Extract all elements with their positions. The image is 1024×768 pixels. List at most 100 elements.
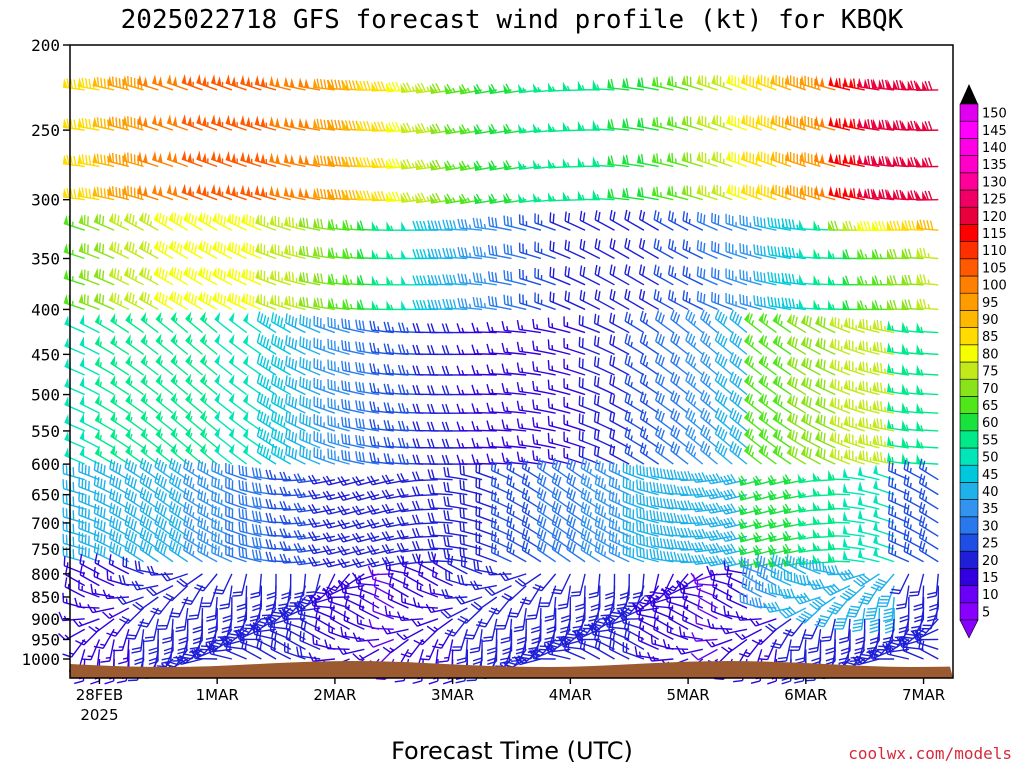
colorbar-label: 95	[982, 296, 999, 311]
y-tick-label: 400	[31, 300, 60, 319]
y-axis: 200 250 300 350 400 450 500 550 600 650 700 750 800 8…	[21, 36, 70, 669]
colorbar-label: 150	[982, 107, 1007, 122]
colorbar-cell	[959, 550, 979, 569]
y-tick-label: 1000	[21, 650, 60, 669]
colorbar-cell	[959, 275, 979, 294]
colorbar-label: 140	[982, 141, 1007, 156]
colorbar-cell	[959, 241, 979, 260]
colorbar-label: 50	[982, 451, 999, 466]
y-tick-label: 300	[31, 191, 60, 210]
colorbar-label: 85	[982, 330, 999, 345]
colorbar-label: 65	[982, 399, 999, 414]
colorbar-cell	[959, 172, 979, 191]
colorbar-label: 5	[982, 605, 990, 620]
colorbar-cell	[959, 361, 979, 380]
colorbar-cell	[959, 396, 979, 414]
y-tick-label: 200	[31, 36, 60, 55]
colorbar-cell	[959, 533, 979, 552]
terrain-surface	[70, 661, 953, 678]
colorbar-label: 125	[982, 193, 1007, 208]
y-tick-label: 350	[31, 249, 60, 268]
colorbar-label: 75	[982, 365, 999, 380]
colorbar-cell	[959, 206, 979, 225]
colorbar-label: 100	[982, 279, 1007, 294]
y-tick-label: 600	[31, 455, 60, 474]
colorbar-cell	[959, 516, 979, 535]
x-tick-label: 6MAR	[784, 686, 827, 704]
colorbar-cell	[959, 258, 979, 277]
colorbar-cell	[959, 120, 979, 139]
colorbar-cell	[959, 327, 979, 346]
wind-barbs	[58, 73, 939, 685]
colorbar-label: 30	[982, 519, 999, 534]
colorbar-label: 60	[982, 416, 999, 431]
terrain	[70, 661, 953, 678]
y-tick-label: 250	[31, 121, 60, 140]
y-tick-label: 750	[31, 540, 60, 559]
colorbar-label: 130	[982, 175, 1007, 190]
y-tick-label: 900	[31, 610, 60, 629]
credit-text: coolwx.com/models	[848, 744, 1012, 763]
colorbar-label: 70	[982, 382, 999, 397]
y-tick-label: 650	[31, 486, 60, 505]
colorbar-cell	[959, 224, 979, 242]
x-axis-title: Forecast Time (UTC)	[391, 737, 633, 765]
colorbar-cell	[959, 464, 979, 483]
x-tick-label: 28FEB	[76, 686, 123, 704]
chart-title: 2025022718 GFS forecast wind profile (kt…	[121, 5, 904, 35]
y-tick-label: 850	[31, 588, 60, 607]
y-tick-label: 550	[31, 422, 60, 441]
y-tick-label: 950	[31, 630, 60, 649]
colorbar-cell	[959, 344, 979, 363]
colorbar-label: 55	[982, 433, 999, 448]
colorbar-cell	[959, 430, 979, 449]
x-tick-label: 3MAR	[431, 686, 474, 704]
x-tick-label: 1MAR	[196, 686, 239, 704]
colorbar-label: 15	[982, 571, 999, 586]
plot-border	[69, 44, 954, 679]
colorbar-label: 25	[982, 537, 999, 552]
plot-frame	[69, 44, 954, 679]
colorbar-cell	[959, 189, 979, 208]
x-tick-label: 4MAR	[549, 686, 592, 704]
colorbar-label: 115	[982, 227, 1007, 242]
x-tick-label: 7MAR	[902, 686, 945, 704]
colorbar-cell	[959, 138, 979, 156]
colorbar-label: 20	[982, 554, 999, 569]
colorbar-label: 10	[982, 588, 999, 603]
x-tick-label: 5MAR	[667, 686, 710, 704]
y-tick-label: 450	[31, 345, 60, 364]
x-tick-sublabel: 2025	[80, 706, 118, 724]
colorbar-cell	[959, 499, 979, 518]
colorbar-label: 135	[982, 158, 1007, 173]
colorbar-cell	[959, 482, 979, 500]
colorbar-min-arrow	[959, 619, 979, 639]
y-tick-label: 500	[31, 386, 60, 405]
colorbar-cell	[959, 292, 979, 311]
colorbar-label: 80	[982, 347, 999, 362]
colorbar-label: 40	[982, 485, 999, 500]
colorbar-label: 35	[982, 502, 999, 517]
y-tick-label: 800	[31, 565, 60, 584]
colorbar-cell	[959, 585, 979, 604]
speed-colorbar: 5 10 15 20 25 30 35 40 45 50 55 60 65 70 75 80 85 90 95 100…	[959, 84, 1007, 639]
x-tick-label: 2MAR	[313, 686, 356, 704]
colorbar-label: 45	[982, 468, 999, 483]
x-axis: 28FEB 2025 1MAR 2MAR 3MAR 4MAR 5MAR 6MAR 7MAR	[76, 678, 945, 724]
colorbar-label: 90	[982, 313, 999, 328]
colorbar-cell	[959, 413, 979, 432]
colorbar-cell	[959, 378, 979, 397]
colorbar-cell	[959, 310, 979, 328]
colorbar-label: 110	[982, 244, 1007, 259]
colorbar-cell	[959, 602, 979, 621]
colorbar-label: 120	[982, 210, 1007, 225]
colorbar-label: 145	[982, 124, 1007, 139]
y-tick-label: 700	[31, 514, 60, 533]
colorbar-cell	[959, 568, 979, 586]
colorbar-label: 105	[982, 261, 1007, 276]
colorbar-cell	[959, 155, 979, 174]
colorbar-cell	[959, 447, 979, 466]
colorbar-max-arrow	[960, 84, 978, 104]
colorbar-cell	[959, 103, 979, 122]
